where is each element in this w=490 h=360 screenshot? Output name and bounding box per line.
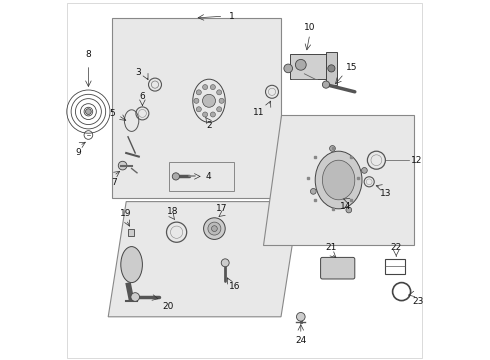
Circle shape	[131, 293, 140, 301]
Circle shape	[202, 85, 208, 90]
Text: 24: 24	[295, 336, 306, 345]
Text: 6: 6	[140, 92, 145, 101]
Circle shape	[295, 59, 306, 70]
Text: 21: 21	[326, 243, 337, 252]
Bar	[170, 162, 234, 191]
Circle shape	[217, 107, 221, 112]
Circle shape	[202, 112, 208, 117]
Text: 4: 4	[205, 172, 211, 181]
Text: 12: 12	[411, 156, 422, 165]
Circle shape	[196, 107, 201, 112]
Text: 2: 2	[206, 121, 212, 130]
Text: 16: 16	[229, 282, 240, 291]
Text: 10: 10	[304, 23, 316, 32]
Text: 17: 17	[216, 204, 227, 213]
Circle shape	[322, 81, 330, 88]
Circle shape	[86, 109, 91, 114]
Text: 13: 13	[380, 189, 392, 198]
Text: 18: 18	[167, 207, 179, 216]
Bar	[386, 259, 405, 274]
Circle shape	[328, 65, 335, 72]
Circle shape	[362, 167, 368, 173]
Circle shape	[284, 64, 293, 73]
Text: 1: 1	[229, 12, 235, 21]
Bar	[290, 54, 330, 79]
Circle shape	[221, 259, 229, 267]
Bar	[326, 52, 337, 85]
Circle shape	[194, 98, 199, 103]
Circle shape	[204, 218, 225, 239]
FancyBboxPatch shape	[320, 257, 355, 279]
Text: 20: 20	[162, 302, 173, 311]
Polygon shape	[263, 115, 414, 245]
Polygon shape	[108, 202, 299, 317]
Circle shape	[210, 112, 216, 117]
Text: 23: 23	[413, 297, 424, 306]
Text: 19: 19	[121, 209, 132, 218]
Circle shape	[330, 145, 335, 151]
Text: 8: 8	[86, 50, 91, 59]
Circle shape	[118, 161, 127, 170]
Text: 15: 15	[346, 63, 357, 72]
Text: 5: 5	[110, 109, 116, 118]
Circle shape	[172, 173, 179, 180]
Text: 11: 11	[253, 108, 265, 117]
Circle shape	[296, 312, 305, 321]
Circle shape	[210, 85, 216, 90]
Bar	[112, 18, 281, 198]
Text: 14: 14	[340, 202, 351, 211]
Circle shape	[208, 222, 221, 235]
Ellipse shape	[121, 247, 143, 283]
Circle shape	[212, 226, 217, 231]
Ellipse shape	[322, 160, 355, 200]
Text: 3: 3	[135, 68, 141, 77]
Circle shape	[346, 207, 352, 213]
Circle shape	[202, 94, 216, 107]
Circle shape	[217, 90, 221, 95]
Ellipse shape	[315, 151, 362, 209]
Circle shape	[219, 98, 224, 103]
Text: 9: 9	[75, 148, 81, 157]
Circle shape	[196, 90, 201, 95]
Circle shape	[311, 189, 316, 194]
Text: 7: 7	[111, 178, 117, 187]
Text: 22: 22	[391, 243, 402, 252]
Bar	[128, 229, 134, 236]
